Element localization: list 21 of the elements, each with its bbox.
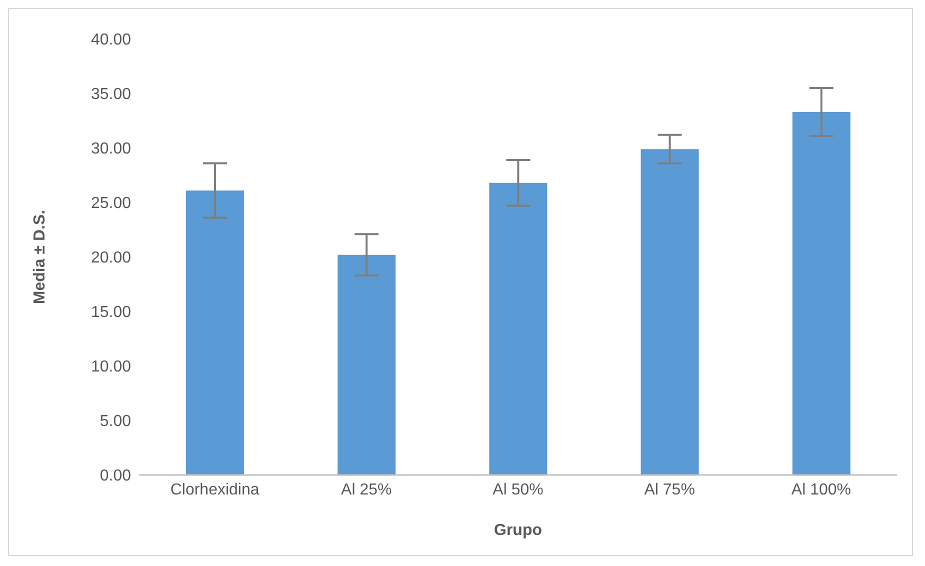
x-tick-label: Al 25% [341, 481, 392, 498]
bar [640, 149, 699, 475]
bar [338, 254, 396, 475]
x-tick-label: Al 100% [791, 481, 851, 498]
y-tick-label: 40.00 [90, 32, 132, 49]
y-tick-label: 25.00 [90, 195, 132, 212]
y-tick-label: 20.00 [90, 250, 132, 267]
y-tick-label: 0.00 [100, 468, 132, 485]
bar [792, 112, 850, 475]
y-tick-label: 30.00 [90, 140, 132, 158]
x-tick-label: Al 75% [644, 481, 695, 498]
y-axis-title: Media ± D.S. [32, 210, 49, 304]
y-tick-label: 10.00 [90, 358, 132, 376]
x-tick-label: Al 50% [492, 481, 544, 498]
bar [489, 182, 548, 475]
y-tick-label: 35.00 [90, 86, 132, 104]
y-tick-label: 15.00 [90, 304, 132, 322]
y-tick-label: 5.00 [100, 413, 132, 430]
x-axis-title: Grupo [494, 522, 542, 539]
bar [186, 190, 244, 475]
x-tick-label: Clorhexidina [170, 481, 260, 498]
